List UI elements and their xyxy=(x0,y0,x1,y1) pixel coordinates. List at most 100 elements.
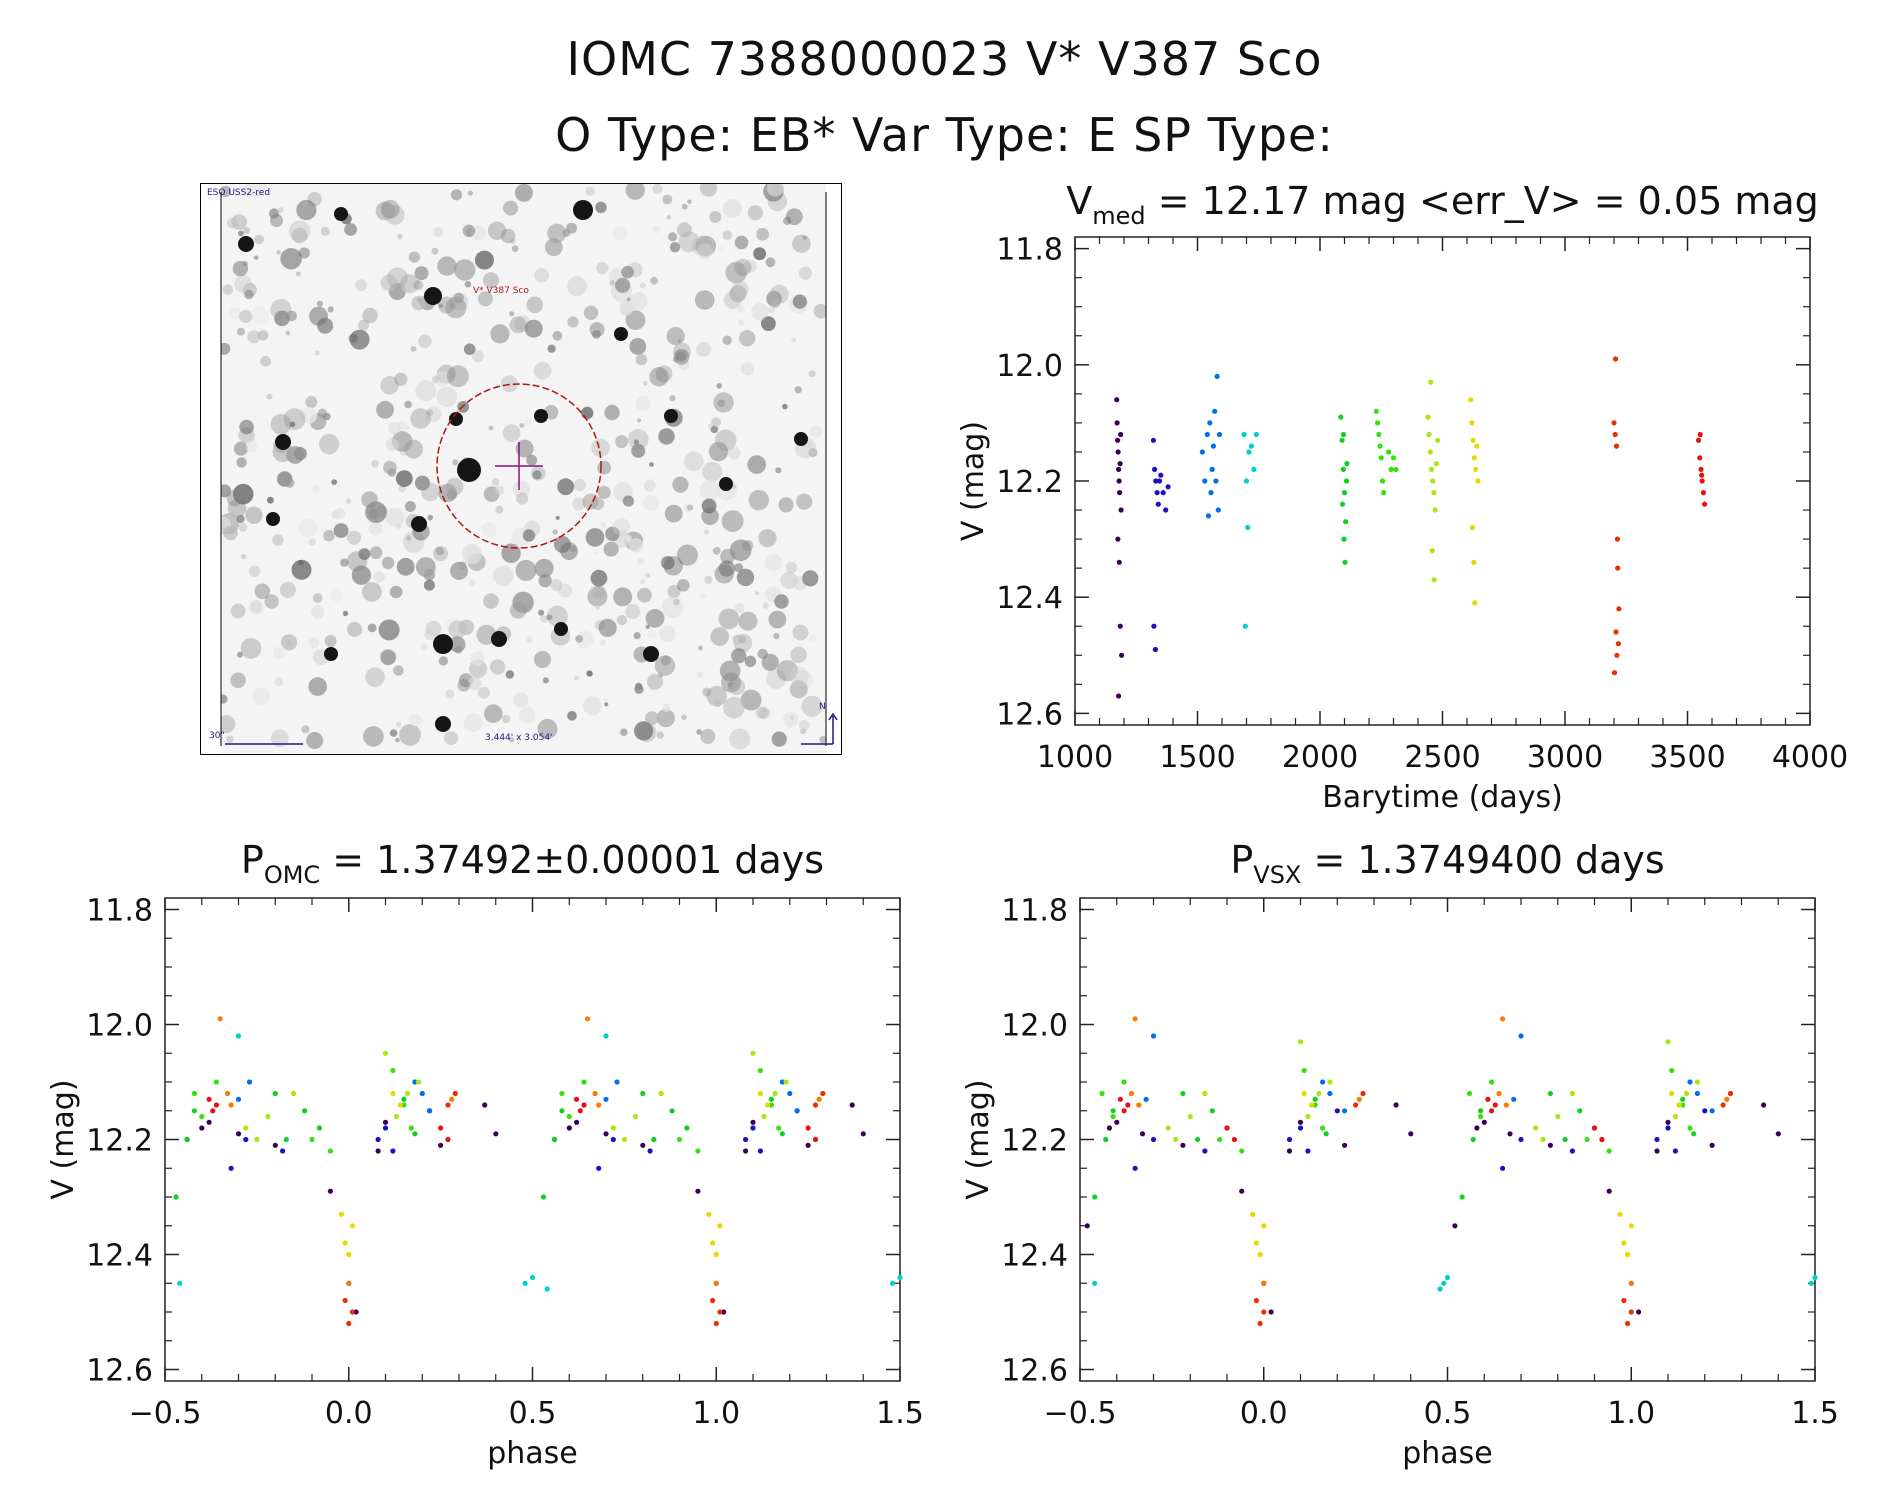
data-point xyxy=(283,1136,289,1143)
data-point xyxy=(1812,1274,1818,1281)
sky-blob xyxy=(639,282,646,289)
sky-blob xyxy=(404,501,416,512)
data-point xyxy=(1257,1320,1263,1327)
sky-blob xyxy=(452,459,459,466)
sky-blob xyxy=(681,203,688,210)
sky-blob xyxy=(717,245,725,253)
sky-blob xyxy=(502,424,521,443)
data-point xyxy=(1207,420,1213,426)
finder-north-label: N xyxy=(819,702,826,712)
sky-blob xyxy=(274,677,284,687)
data-point xyxy=(1614,536,1620,542)
data-point xyxy=(1210,443,1216,449)
sky-blob xyxy=(604,702,609,707)
phase-omc-chart: POMC = 1.37492±0.00001 days −0.5 0.0 0.5 1.0… xyxy=(46,838,924,1471)
data-point xyxy=(412,1131,418,1137)
data-point xyxy=(1115,449,1121,455)
sky-blob xyxy=(509,316,527,334)
data-point xyxy=(1128,1090,1134,1097)
data-point xyxy=(1393,466,1399,472)
x-tick-label: 2500 xyxy=(1404,740,1480,775)
sky-blob xyxy=(576,630,594,649)
data-point xyxy=(710,1240,716,1246)
data-point xyxy=(1591,1125,1598,1131)
sky-blob xyxy=(591,496,605,511)
sky-blob xyxy=(317,317,334,334)
data-point xyxy=(1114,1119,1120,1125)
sky-blob xyxy=(488,425,494,431)
data-point xyxy=(581,1102,587,1108)
data-point xyxy=(1199,449,1205,455)
sky-blob xyxy=(718,560,736,577)
data-point xyxy=(1173,1136,1179,1143)
sky-blob xyxy=(446,365,469,388)
y-tick-label: 11.8 xyxy=(86,894,153,929)
data-point xyxy=(1437,1286,1443,1292)
data-point xyxy=(1507,1131,1513,1137)
sky-blob xyxy=(524,319,543,338)
sky-blob xyxy=(395,721,402,728)
sky-blob xyxy=(771,299,780,309)
sky-blob xyxy=(762,602,769,609)
data-point xyxy=(1636,1309,1642,1315)
data-point xyxy=(1665,1119,1671,1125)
sky-blob xyxy=(537,718,558,739)
data-point xyxy=(1702,501,1708,507)
sky-blob xyxy=(323,529,335,542)
sky-blob xyxy=(344,223,357,236)
sky-blob xyxy=(308,637,320,649)
sky-blob xyxy=(650,276,658,285)
data-point xyxy=(302,1108,308,1114)
sky-blob xyxy=(714,429,737,451)
sky-blob xyxy=(308,677,327,696)
sky-blob xyxy=(385,438,399,452)
x-tick-label: 3500 xyxy=(1649,740,1725,775)
sky-blob xyxy=(532,470,542,480)
data-point xyxy=(717,1223,723,1229)
sky-blob xyxy=(467,190,473,196)
sky-blob xyxy=(362,307,378,324)
data-point xyxy=(1775,1131,1781,1137)
data-point xyxy=(438,1125,444,1131)
sky-blob xyxy=(729,539,752,562)
data-point xyxy=(1616,606,1622,612)
data-point xyxy=(1110,1113,1116,1120)
sky-blob xyxy=(254,234,264,245)
sky-blob xyxy=(232,483,254,505)
y-tick-label: 11.8 xyxy=(996,233,1063,268)
sky-blob xyxy=(629,292,648,311)
data-point xyxy=(1202,1090,1208,1097)
sky-blob xyxy=(613,225,628,240)
data-point xyxy=(1217,1136,1223,1143)
sky-blob xyxy=(395,523,402,529)
sky-blob xyxy=(766,668,787,689)
sky-blob xyxy=(308,538,316,546)
data-point xyxy=(452,1090,458,1097)
data-point xyxy=(199,1125,205,1131)
data-point xyxy=(1154,490,1160,496)
sky-blob xyxy=(597,460,611,475)
title-symbol: V xyxy=(1066,179,1092,223)
sky-blob xyxy=(743,259,757,273)
sky-blob xyxy=(310,605,325,619)
data-point xyxy=(346,1280,352,1286)
light-curve-chart: Vmed = 12.17 mag <err_V> = 0.05 mag 1000 1… xyxy=(960,179,1848,815)
data-point xyxy=(1204,431,1210,438)
sky-blob xyxy=(538,574,552,588)
sky-blob xyxy=(678,231,700,253)
data-point xyxy=(177,1280,183,1286)
chart-title: Vmed = 12.17 mag <err_V> = 0.05 mag xyxy=(1066,179,1819,230)
sky-blob xyxy=(700,729,716,744)
data-point xyxy=(1555,1113,1561,1120)
sky-blob xyxy=(295,271,301,277)
sky-blob xyxy=(509,238,516,244)
sky-blob xyxy=(508,736,515,743)
sky-blob xyxy=(316,300,323,307)
data-point xyxy=(603,1096,609,1102)
data-point xyxy=(1268,1309,1274,1315)
sky-blob xyxy=(652,184,663,194)
data-point xyxy=(713,1251,719,1258)
sky-blob xyxy=(394,372,408,386)
sky-blob xyxy=(667,584,681,598)
sky-blob xyxy=(740,362,755,376)
